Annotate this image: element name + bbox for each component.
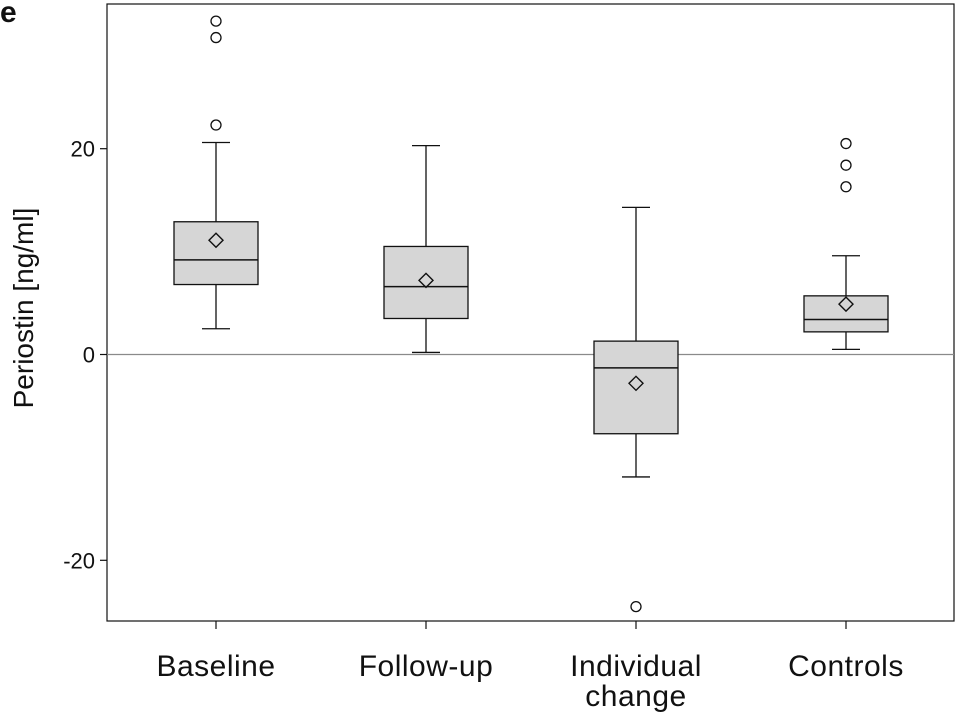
y-tick-label: 0 xyxy=(83,343,95,368)
outlier-point xyxy=(840,181,852,193)
mean-marker xyxy=(208,232,224,249)
x-category-label-line: change xyxy=(585,680,686,712)
y-axis-title: Periostin [ng/ml] xyxy=(8,208,39,409)
outlier-point xyxy=(630,600,642,613)
y-tick-label: 20 xyxy=(71,137,95,162)
box-layer xyxy=(173,15,889,613)
box-group xyxy=(803,137,889,351)
mean-marker xyxy=(838,296,854,313)
outlier-point xyxy=(840,137,852,150)
iqr-box xyxy=(803,295,889,333)
box-group xyxy=(593,206,679,613)
x-category-label-line: Controls xyxy=(788,650,904,683)
outlier-point xyxy=(210,31,222,44)
x-category-label: Controls xyxy=(788,650,904,683)
box-group xyxy=(383,144,469,354)
plot-frame xyxy=(106,3,955,622)
outlier-point xyxy=(840,159,852,171)
box-group xyxy=(173,15,259,330)
mean-marker xyxy=(418,272,434,289)
panel-label: e xyxy=(0,0,17,29)
x-category-label-line: Follow-up xyxy=(359,650,494,683)
outlier-point xyxy=(210,119,222,131)
mean-marker xyxy=(628,375,644,392)
iqr-box xyxy=(593,340,679,435)
x-category-label-line: Baseline xyxy=(156,650,275,683)
x-category-label: Individual change xyxy=(570,650,702,712)
x-category-label: Follow-up xyxy=(359,650,494,683)
iqr-box xyxy=(173,221,259,286)
axis-layer: -20 0 20 Baseline Follow-up Individual change C… xyxy=(63,137,904,713)
iqr-box xyxy=(383,245,469,320)
x-category-label: Baseline xyxy=(156,650,275,683)
outlier-point xyxy=(210,15,222,27)
x-category-label-line: Individual xyxy=(570,650,702,683)
y-tick-label: -20 xyxy=(63,548,95,573)
